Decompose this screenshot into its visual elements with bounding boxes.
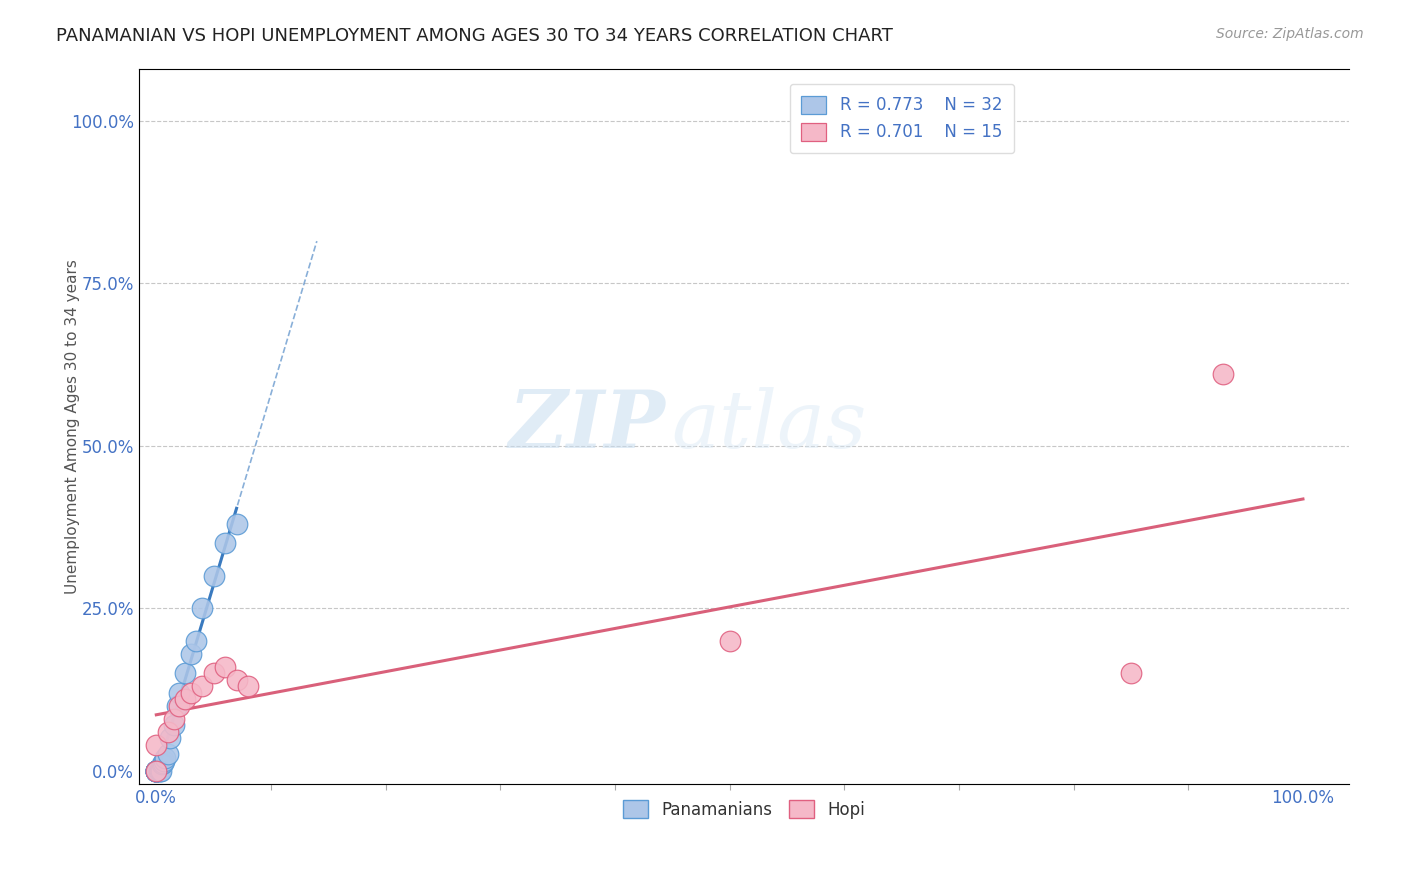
Point: [159, 731, 181, 746]
Point: [149, 764, 172, 778]
Point: [145, 764, 167, 778]
Point: [145, 764, 167, 778]
Point: [166, 698, 188, 713]
Point: [202, 666, 225, 681]
Point: [214, 659, 236, 673]
Point: [145, 764, 167, 778]
Point: [174, 666, 197, 681]
Point: [145, 764, 167, 778]
Point: [156, 724, 179, 739]
Point: [145, 764, 167, 778]
Text: Unemployment Among Ages 30 to 34 years: Unemployment Among Ages 30 to 34 years: [65, 259, 80, 593]
Point: [145, 738, 167, 752]
Point: [145, 764, 167, 778]
Point: [145, 764, 167, 778]
Point: [174, 692, 197, 706]
Point: [225, 673, 247, 687]
Point: [191, 679, 214, 693]
Point: [145, 764, 167, 778]
Point: [145, 764, 167, 778]
Point: [1119, 666, 1142, 681]
Point: [145, 764, 167, 778]
Point: [167, 698, 190, 713]
Point: [149, 764, 172, 778]
Point: [236, 679, 259, 693]
Point: [225, 516, 247, 531]
Point: [162, 712, 184, 726]
Point: [180, 647, 202, 661]
Text: Source: ZipAtlas.com: Source: ZipAtlas.com: [1216, 27, 1364, 41]
Point: [1212, 367, 1234, 381]
Text: PANAMANIAN VS HOPI UNEMPLOYMENT AMONG AGES 30 TO 34 YEARS CORRELATION CHART: PANAMANIAN VS HOPI UNEMPLOYMENT AMONG AG…: [56, 27, 893, 45]
Point: [145, 764, 167, 778]
Point: [145, 764, 167, 778]
Point: [156, 747, 179, 762]
Point: [145, 764, 167, 778]
Point: [155, 750, 177, 764]
Point: [153, 754, 176, 768]
Text: atlas: atlas: [672, 387, 866, 465]
Point: [162, 718, 184, 732]
Point: [191, 601, 214, 615]
Point: [186, 633, 208, 648]
Point: [152, 756, 174, 770]
Text: ZIP: ZIP: [509, 387, 665, 465]
Point: [150, 757, 173, 772]
Point: [167, 686, 190, 700]
Point: [718, 633, 741, 648]
Point: [214, 536, 236, 550]
Point: [148, 764, 170, 778]
Point: [202, 568, 225, 582]
Point: [145, 764, 167, 778]
Point: [180, 686, 202, 700]
Legend: Panamanians, Hopi: Panamanians, Hopi: [616, 794, 872, 825]
